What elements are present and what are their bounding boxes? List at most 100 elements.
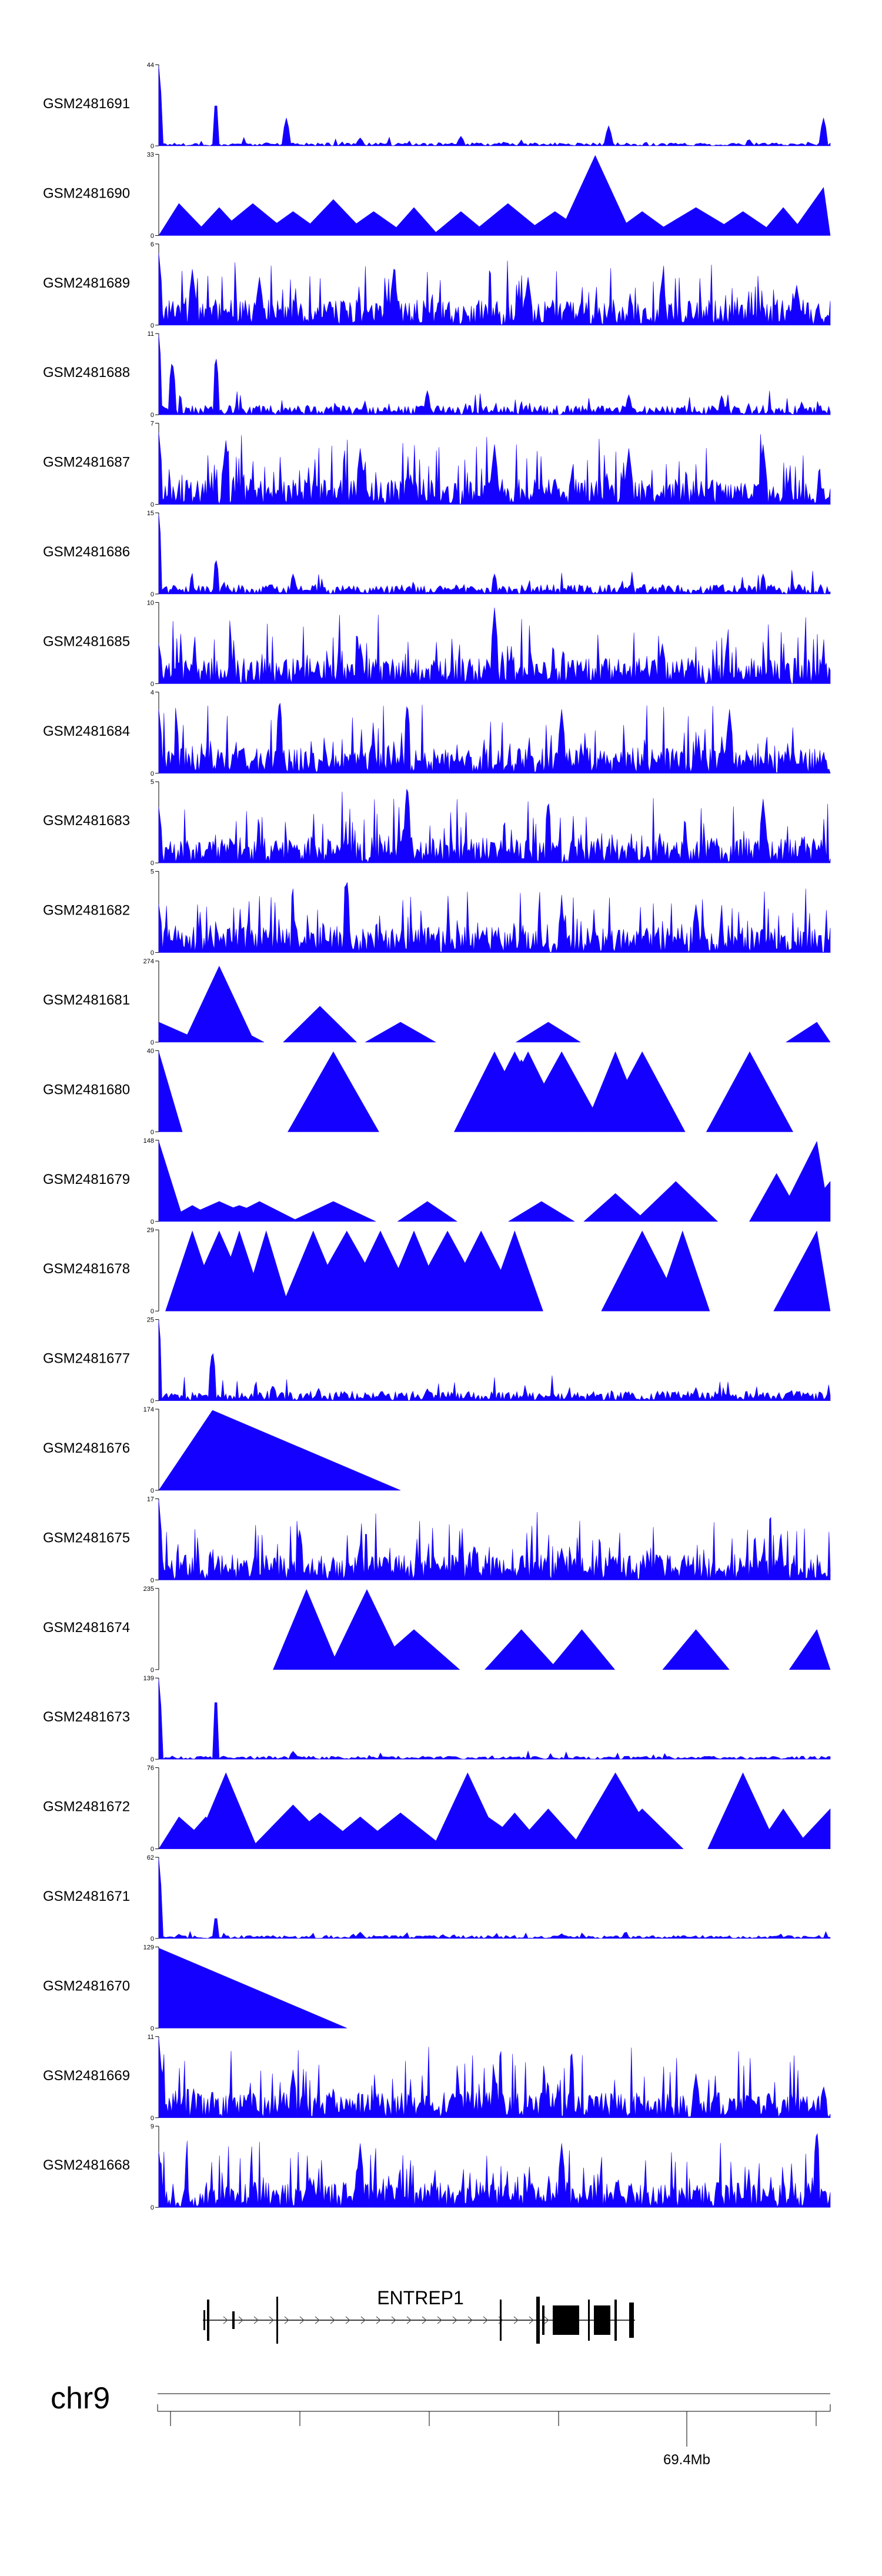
track-gsm2481689: GSM2481689 6 0 — [43, 241, 831, 329]
y-tick-label-max: 15 — [147, 510, 154, 517]
y-tick-label-max: 7 — [151, 421, 154, 428]
track-gsm2481674: GSM2481674 235 0 — [43, 1586, 831, 1674]
y-tick-label-max: 148 — [143, 1137, 154, 1144]
y-tick-label-zero: 0 — [151, 1487, 154, 1494]
strand-arrow — [223, 2316, 228, 2324]
track-label: GSM2481687 — [43, 455, 130, 471]
coverage-signal — [158, 1947, 347, 2028]
track-gsm2481668: GSM2481668 9 0 — [43, 2123, 831, 2211]
coordinate-ticks — [157, 2404, 831, 2447]
y-tick-label-max: 5 — [151, 869, 154, 876]
y-tick-label-max: 44 — [147, 62, 154, 69]
coverage-signal — [158, 1679, 831, 1760]
strand-arrow — [391, 2316, 396, 2324]
track-gsm2481687: GSM2481687 7 0 — [43, 421, 831, 509]
track-label: GSM2481670 — [43, 1978, 130, 1994]
track-label: GSM2481668 — [43, 2157, 130, 2173]
y-tick-label-zero: 0 — [151, 322, 154, 329]
track-gsm2481670: GSM2481670 129 0 — [43, 1944, 347, 2032]
exon — [553, 2305, 579, 2335]
track-label: GSM2481676 — [43, 1440, 130, 1456]
track-gsm2481675: GSM2481675 17 0 — [43, 1496, 831, 1584]
track-label: GSM2481685 — [43, 633, 130, 649]
y-tick-label-zero: 0 — [151, 860, 154, 867]
track-gsm2481682: GSM2481682 5 0 — [43, 869, 831, 957]
gene-model — [203, 2297, 635, 2344]
exon — [536, 2297, 540, 2344]
strand-arrow — [513, 2316, 519, 2324]
coverage-signal — [158, 608, 831, 684]
y-tick-label-max: 25 — [147, 1317, 154, 1324]
y-tick-label-max: 5 — [151, 779, 154, 786]
y-tick-label-max: 10 — [147, 599, 154, 606]
track-label: GSM2481691 — [43, 96, 130, 112]
y-tick-label-zero: 0 — [151, 1667, 154, 1674]
track-gsm2481671: GSM2481671 62 0 — [43, 1854, 831, 1943]
exon — [500, 2300, 502, 2341]
strand-arrow — [483, 2316, 488, 2324]
y-tick-label-max: 6 — [151, 241, 154, 248]
track-label: GSM2481690 — [43, 185, 130, 201]
coverage-signal — [158, 155, 831, 236]
exon — [276, 2297, 278, 2344]
y-tick-label-zero: 0 — [151, 1577, 154, 1584]
y-tick-label-zero: 0 — [151, 591, 154, 598]
track-label: GSM2481669 — [43, 2068, 130, 2084]
strand-arrow — [253, 2316, 259, 2324]
coordinate-tick-label: 69.4Mb — [663, 2452, 710, 2468]
strand-arrow — [299, 2316, 305, 2324]
chromosome-label: chr9 — [51, 2381, 110, 2415]
track-label: GSM2481688 — [43, 365, 130, 381]
coverage-signal — [158, 2037, 831, 2118]
y-tick-label-max: 11 — [148, 2034, 154, 2041]
coverage-signal — [158, 432, 831, 505]
track-label: GSM2481682 — [43, 903, 130, 919]
track-gsm2481677: GSM2481677 25 0 — [43, 1317, 831, 1405]
track-label: GSM2481681 — [43, 992, 130, 1008]
y-tick-label-max: 4 — [151, 689, 154, 696]
y-tick-label-zero: 0 — [151, 412, 154, 419]
track-label: GSM2481674 — [43, 1620, 130, 1636]
y-tick-label-max: 17 — [147, 1496, 154, 1503]
y-tick-label-max: 76 — [147, 1765, 154, 1772]
strand-arrow — [345, 2316, 350, 2324]
track-label: GSM2481675 — [43, 1530, 130, 1546]
coverage-signal — [158, 789, 831, 864]
y-tick-label-max: 9 — [151, 2123, 154, 2130]
exon — [542, 2305, 544, 2335]
y-tick-label-zero: 0 — [151, 143, 154, 150]
strand-arrow — [437, 2316, 442, 2324]
coverage-signal — [158, 1320, 831, 1402]
exon — [594, 2305, 610, 2335]
strand-arrow — [544, 2316, 549, 2324]
strand-arrow — [452, 2316, 457, 2324]
y-tick-label-zero: 0 — [151, 1756, 154, 1763]
y-tick-label-zero: 0 — [151, 2115, 154, 2122]
coverage-signal — [158, 253, 831, 326]
gene-name: ENTREP1 — [377, 2287, 464, 2308]
strand-arrow — [360, 2316, 366, 2324]
y-tick-label-max: 33 — [147, 151, 154, 158]
strand-arrow — [529, 2316, 534, 2324]
track-label: GSM2481680 — [43, 1082, 130, 1097]
y-tick-label-zero: 0 — [151, 502, 154, 509]
coverage-signal — [158, 882, 831, 953]
y-tick-label-max: 29 — [147, 1227, 154, 1234]
y-tick-label-max: 139 — [143, 1675, 154, 1682]
track-gsm2481678: GSM2481678 29 0 — [43, 1227, 831, 1315]
coverage-signal — [165, 1230, 831, 1312]
track-gsm2481685: GSM2481685 10 0 — [43, 599, 831, 688]
exon — [207, 2300, 209, 2341]
coverage-signal — [158, 2133, 831, 2208]
track-label: GSM2481677 — [43, 1351, 130, 1367]
strand-arrow — [406, 2316, 412, 2324]
track-label: GSM2481678 — [43, 1261, 130, 1277]
coverage-signal — [158, 513, 831, 595]
coverage-tracks: GSM2481691440GSM2481690330GSM248168960GS… — [43, 62, 831, 2211]
y-tick-label-zero: 0 — [151, 232, 154, 239]
strand-arrow — [422, 2316, 427, 2324]
coverage-signal — [158, 1772, 831, 1849]
track-gsm2481691: GSM2481691 44 0 — [43, 62, 831, 150]
